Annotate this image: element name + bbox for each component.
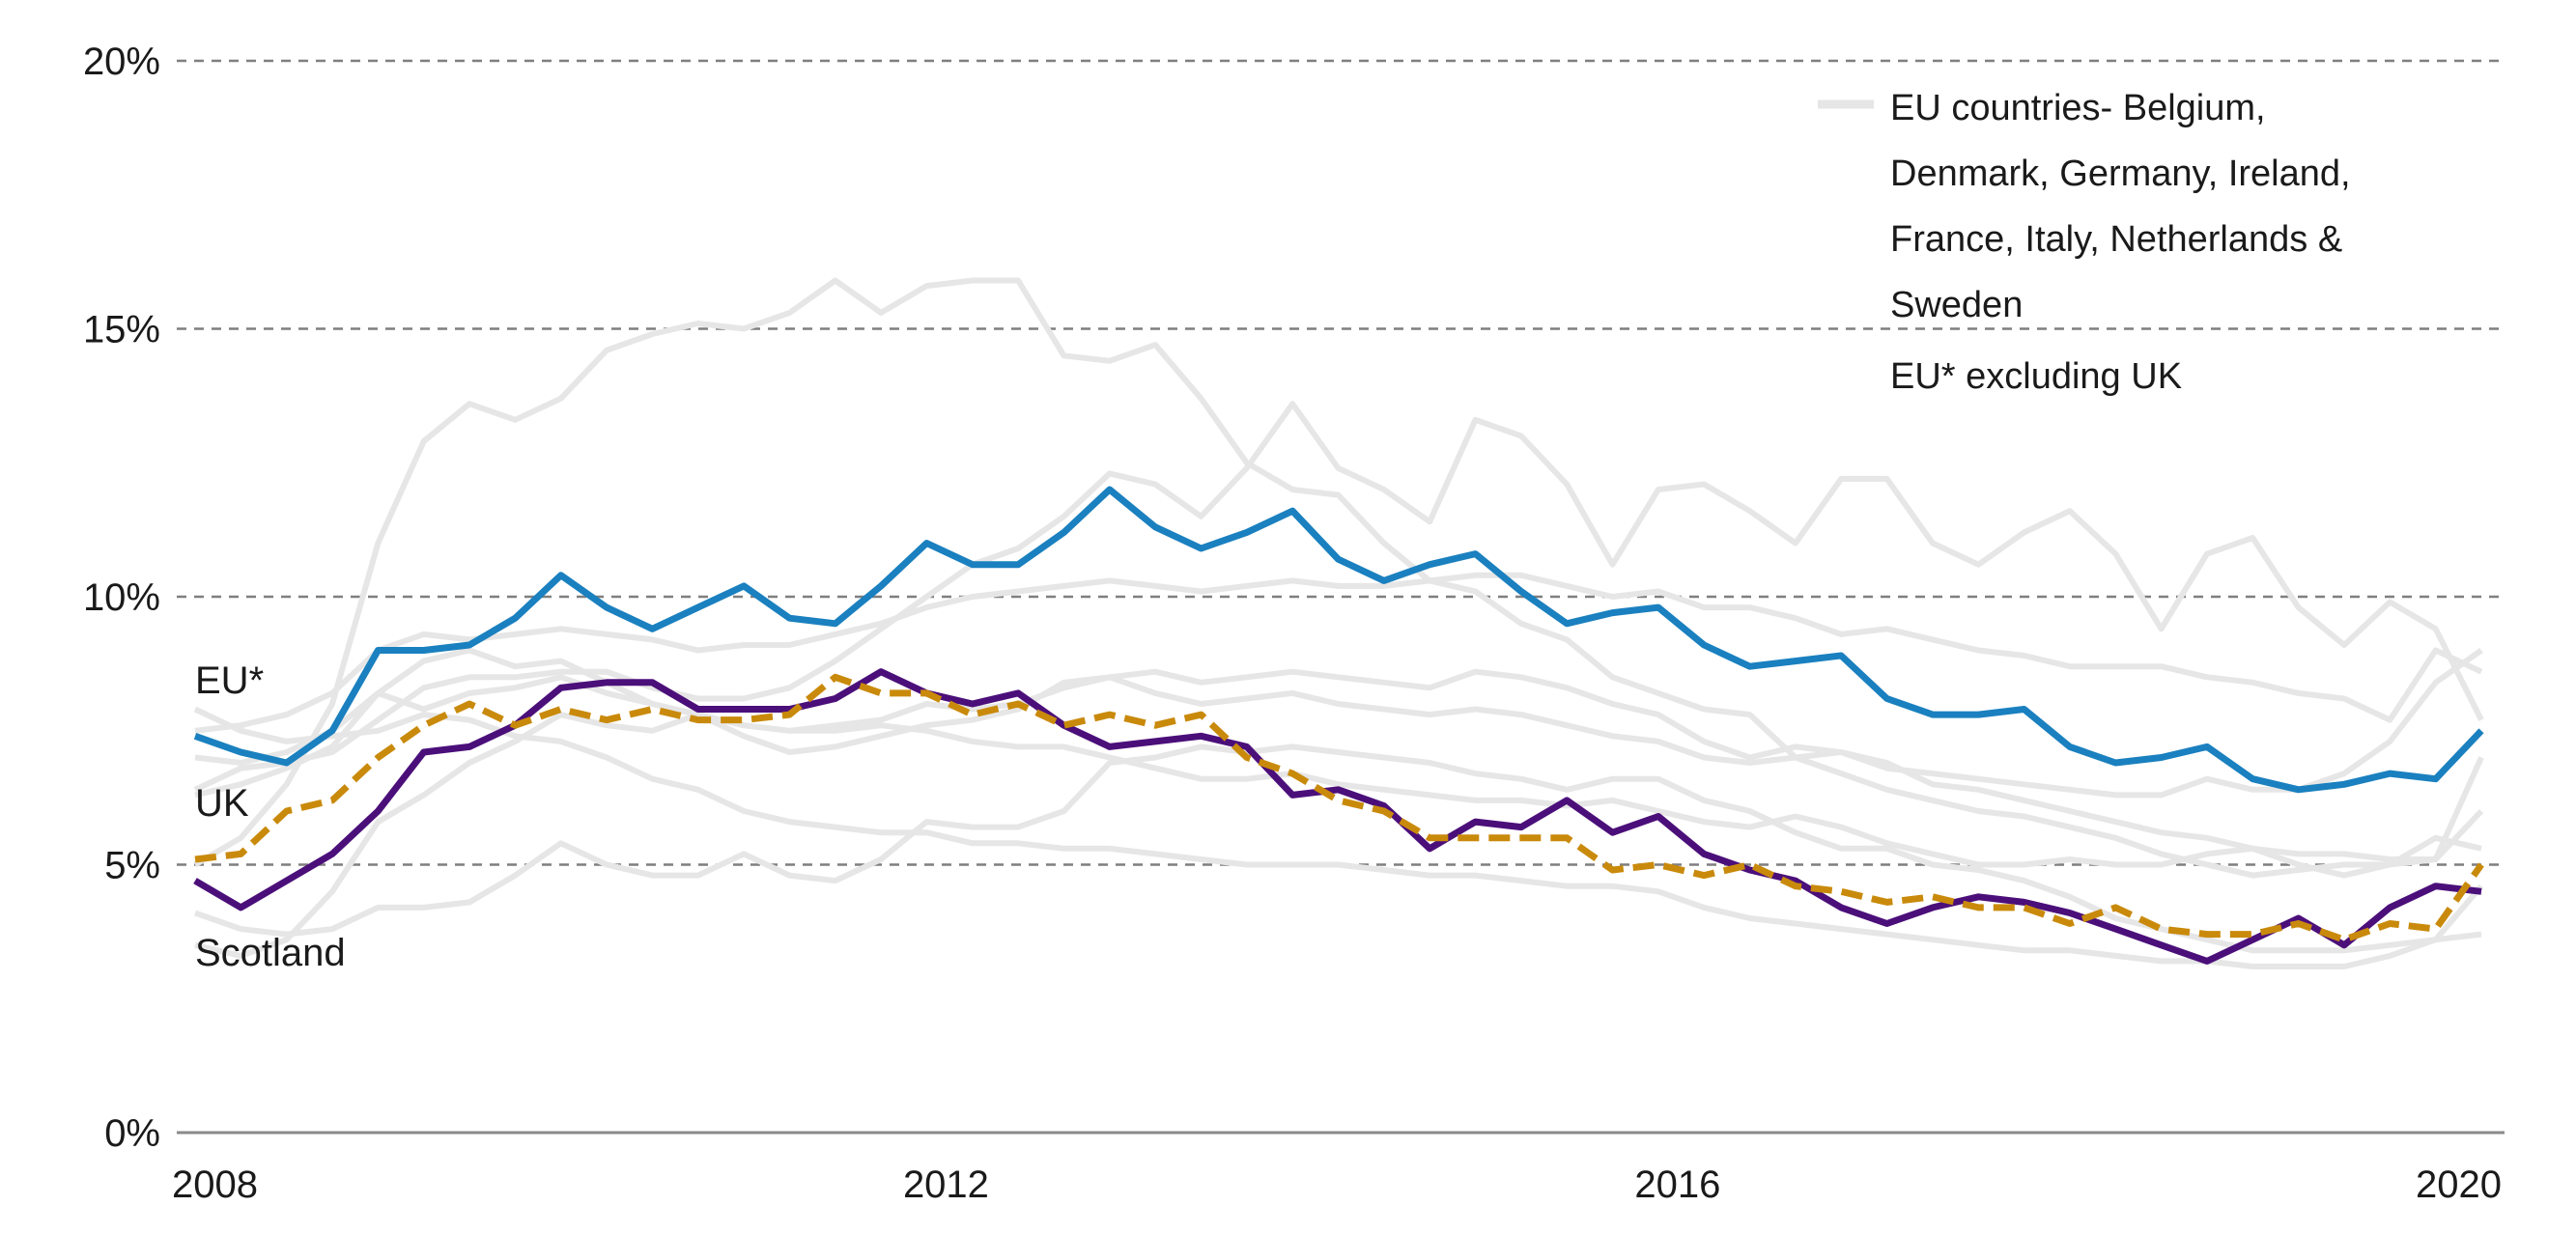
eu-country-line [193, 277, 2484, 879]
legend-eu: EU* excluding UK [1890, 356, 2182, 397]
eu-country-lines [193, 277, 2484, 969]
label-eu: EU* [195, 659, 264, 702]
eu-country-line [194, 668, 2484, 862]
series-labels: EU* UK Scotland [195, 659, 346, 974]
series-line-scotland [193, 668, 2482, 965]
x-tick-label: 2020 [2416, 1164, 2502, 1206]
legend: EU countries- Belgium, Denmark, Germany,… [1818, 88, 2351, 397]
eu-country-line [193, 401, 2484, 793]
eu-country-line [194, 572, 2483, 734]
y-axis-labels: 0% 5% 10% 15% 20% [83, 41, 160, 1155]
legend-countries-line-4: Sweden [1890, 285, 2023, 325]
x-axis-labels: 2008 2012 2016 2020 [172, 1164, 2502, 1206]
x-tick-label: 2012 [903, 1164, 989, 1206]
y-tick-label: 5% [104, 845, 160, 887]
label-scotland: Scotland [195, 932, 346, 974]
highlight-lines [193, 486, 2484, 965]
legend-countries-line-2: Denmark, Germany, Ireland, [1890, 154, 2351, 194]
eu-country-line [194, 712, 2482, 959]
eu-country-line [194, 647, 2483, 799]
y-tick-label: 10% [83, 576, 160, 619]
series-line-eu [193, 486, 2484, 794]
x-tick-label: 2016 [1634, 1164, 1720, 1206]
y-tick-label: 15% [83, 309, 160, 351]
y-tick-label: 20% [83, 41, 160, 83]
label-uk: UK [195, 782, 249, 825]
x-tick-label: 2008 [172, 1164, 258, 1206]
y-tick-label: 0% [104, 1112, 160, 1155]
gridlines [177, 59, 2505, 866]
legend-countries-line-3: France, Italy, Netherlands & [1890, 219, 2342, 260]
series-line-uk [194, 673, 2484, 943]
legend-countries-line-1: EU countries- Belgium, [1890, 88, 2266, 128]
eu-country-line [193, 706, 2482, 969]
